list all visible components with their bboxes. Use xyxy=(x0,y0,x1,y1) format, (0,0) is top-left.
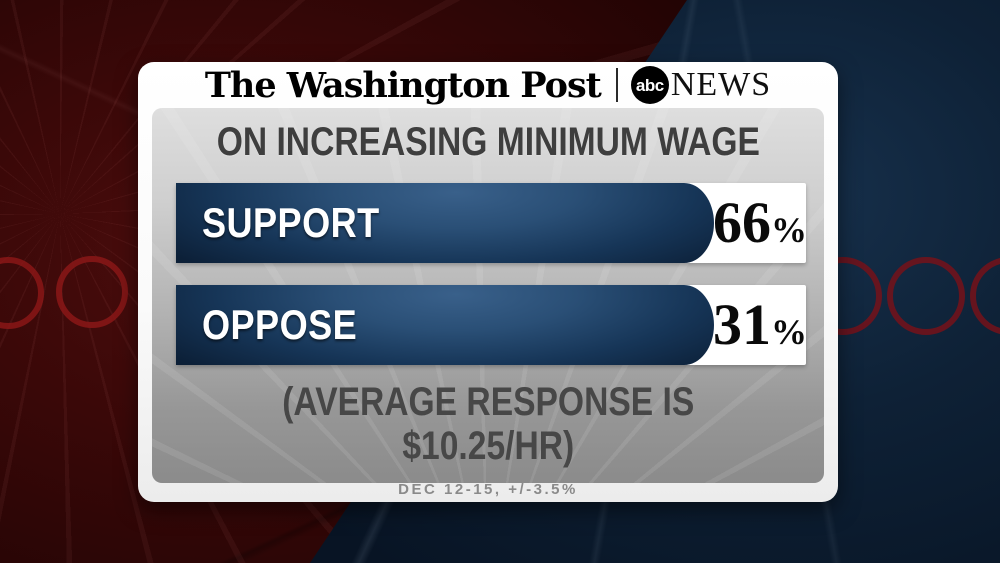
support-bar-value: 66% xyxy=(713,183,807,263)
abc-circle-icon: abc xyxy=(630,66,669,104)
oppose-value-percent-sign: % xyxy=(771,312,807,352)
poll-panel: ON INCREASING MINIMUM WAGE SUPPORT 66% O… xyxy=(152,108,824,483)
poll-title: ON INCREASING MINIMUM WAGE xyxy=(152,122,824,162)
bar-row-support: SUPPORT 66% xyxy=(176,183,807,263)
support-value-percent-sign: % xyxy=(771,210,807,250)
support-value-number: 66 xyxy=(713,190,771,255)
abc-news-logo: abc NEWS xyxy=(630,66,772,104)
logo-divider xyxy=(615,68,618,102)
support-bar: SUPPORT xyxy=(176,183,714,263)
support-bar-label: SUPPORT xyxy=(202,199,380,246)
oppose-bar-value: 31% xyxy=(713,285,807,365)
poll-card: The Washington Post abc NEWS ON INCREASI… xyxy=(138,62,838,502)
card-header: The Washington Post abc NEWS xyxy=(138,62,838,108)
average-response-note: (AVERAGE RESPONSE IS $10.25/HR) xyxy=(152,380,824,468)
abc-news-wordmark: NEWS xyxy=(670,66,772,103)
oppose-value-number: 31 xyxy=(713,292,771,357)
oppose-bar: OPPOSE xyxy=(176,285,714,365)
oppose-bar-label: OPPOSE xyxy=(202,301,358,348)
bar-row-oppose: OPPOSE 31% xyxy=(176,285,807,365)
washington-post-logo: The Washington Post xyxy=(204,64,602,106)
note-line-2: $10.25/HR) xyxy=(402,424,574,468)
poll-title-text: ON INCREASING MINIMUM WAGE xyxy=(216,120,760,164)
note-line-1: (AVERAGE RESPONSE IS xyxy=(282,380,694,424)
poll-footnote: DEC 12-15, +/-3.5% xyxy=(398,481,578,498)
